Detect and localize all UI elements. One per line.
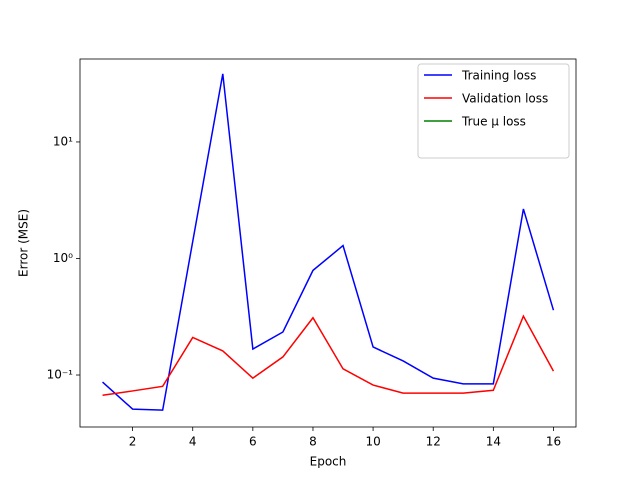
y-tick-label: 10⁰ <box>53 251 73 265</box>
x-tick-label: 14 <box>486 435 501 449</box>
x-axis-label: Epoch <box>310 455 347 469</box>
x-tick-label: 12 <box>426 435 441 449</box>
y-axis-label: Error (MSE) <box>17 209 31 277</box>
plot-frame <box>79 58 577 428</box>
legend-box <box>417 63 570 159</box>
legend-label: True μ loss <box>461 115 526 129</box>
legend: Training loss Validation loss True μ loss <box>417 63 570 159</box>
x-tick-label: 16 <box>546 435 561 449</box>
series-line <box>102 314 555 397</box>
series-line <box>102 73 555 411</box>
x-tick-label: 4 <box>189 435 197 449</box>
x-tick-label: 10 <box>365 435 380 449</box>
x-tick-label: 2 <box>129 435 137 449</box>
x-tick-label: 8 <box>309 435 317 449</box>
legend-label: Training loss <box>461 69 536 83</box>
y-tick-label: 10⁻¹ <box>47 368 74 382</box>
x-tick-label: 6 <box>249 435 257 449</box>
y-tick-label: 10¹ <box>53 134 73 148</box>
legend-label: Validation loss <box>462 92 548 106</box>
